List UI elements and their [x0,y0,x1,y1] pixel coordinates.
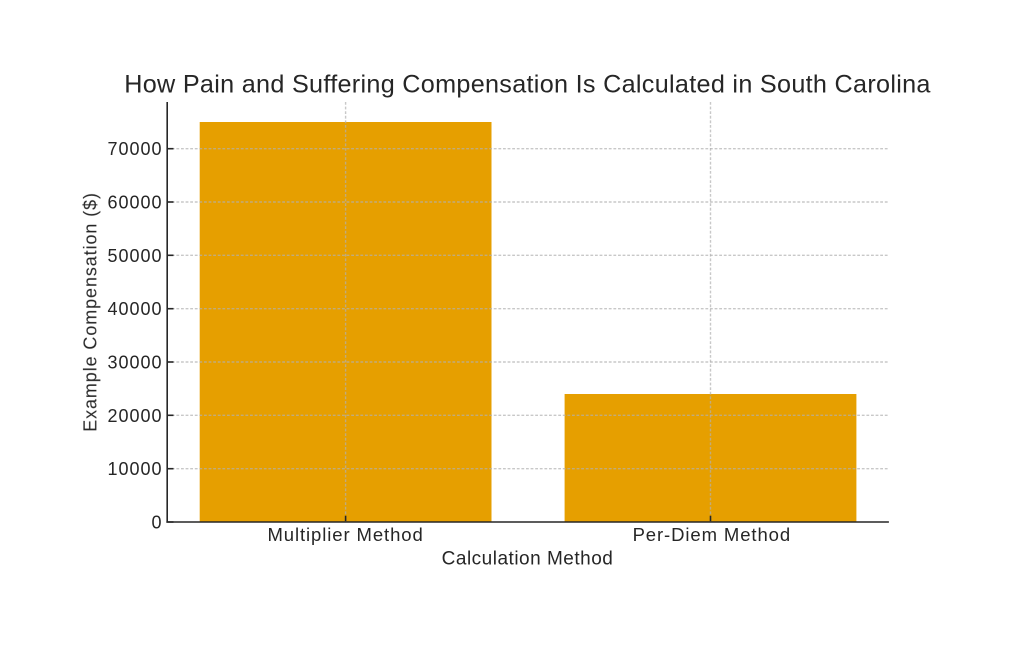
svg-text:20000: 20000 [107,406,162,426]
svg-text:40000: 40000 [107,299,162,319]
svg-text:10000: 10000 [107,459,162,479]
svg-text:70000: 70000 [107,139,162,159]
svg-text:Calculation Method: Calculation Method [442,548,614,569]
svg-text:30000: 30000 [107,353,162,373]
svg-text:How Pain and Suffering Compens: How Pain and Suffering Compensation Is C… [124,71,931,99]
svg-text:0: 0 [151,513,162,533]
svg-text:50000: 50000 [107,246,162,266]
svg-text:60000: 60000 [107,193,162,213]
svg-text:Multiplier Method: Multiplier Method [268,524,424,545]
svg-text:Per-Diem Method: Per-Diem Method [633,524,791,545]
svg-text:Example Compensation ($): Example Compensation ($) [80,192,100,432]
